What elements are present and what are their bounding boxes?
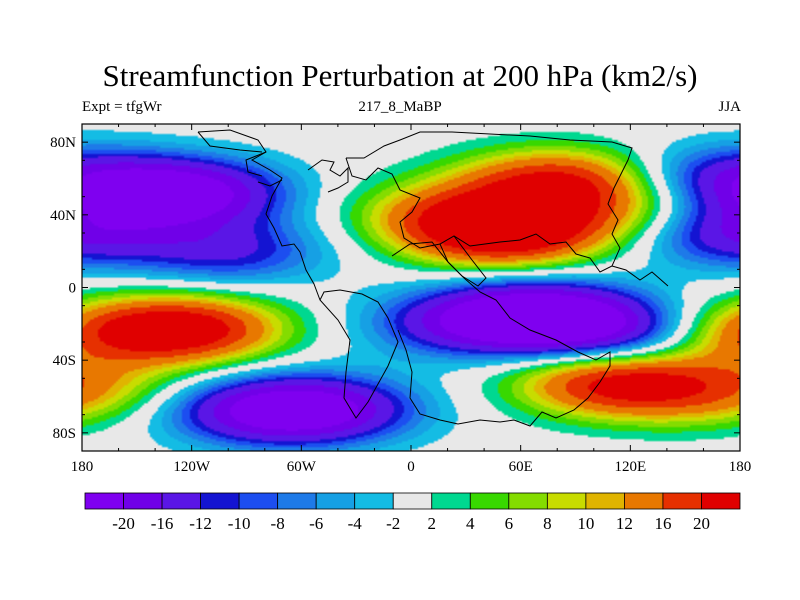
colorbar-label: -8 [271, 514, 285, 533]
coastline-greenland [307, 159, 349, 193]
contour-fill [82, 124, 740, 451]
coastlines [197, 129, 669, 427]
colorbar: -20 -16 -12 -10 -8 -6 -4 -2 2 4 6 8 10 12 16 20 [84, 492, 741, 533]
y-tick-label: 40N [50, 208, 76, 224]
colorbar-swatch [624, 492, 664, 510]
x-tick-label: 180 [729, 459, 752, 475]
x-axis: 180 120W 60W 0 60E 120E 180 [71, 124, 752, 475]
colorbar-swatch [508, 492, 548, 510]
y-axis: 80N 40N 0 40S 80S [50, 135, 740, 442]
x-tick-label: 0 [407, 459, 415, 475]
coastline-eurasia [345, 131, 633, 273]
colorbar-swatch [123, 492, 163, 510]
x-tick-label: 60W [287, 459, 317, 475]
colorbar-label: 12 [616, 514, 633, 533]
colorbar-label: -20 [112, 514, 135, 533]
colorbar-label: -6 [309, 514, 323, 533]
colorbar-label: -10 [228, 514, 251, 533]
colorbar-swatch [662, 492, 702, 510]
coastline-africa [391, 241, 611, 427]
colorbar-swatch [431, 492, 471, 510]
colorbar-label: 4 [466, 514, 475, 533]
colorbar-swatch [546, 492, 587, 510]
colorbar-swatch [161, 492, 201, 510]
colorbar-swatch [238, 492, 279, 510]
colorbar-swatch [277, 492, 317, 510]
y-tick-label: 40S [53, 353, 76, 369]
colorbar-label: 16 [654, 514, 671, 533]
colorbar-label: -4 [348, 514, 363, 533]
colorbar-label: -16 [151, 514, 174, 533]
case-label: 217_8_MaBP [358, 99, 442, 115]
chart-title: Streamfunction Perturbation at 200 hPa (… [102, 58, 698, 93]
x-tick-label: 120W [173, 459, 211, 475]
x-tick-label: 180 [71, 459, 94, 475]
y-tick-label: 80S [53, 426, 76, 442]
colorbar-label: 10 [577, 514, 594, 533]
coastline-australia [611, 265, 669, 287]
season-label: JJA [718, 99, 741, 115]
coastline-north-america-west [197, 131, 283, 187]
colorbar-label: 2 [428, 514, 437, 533]
x-tick-label: 60E [509, 459, 533, 475]
colorbar-label: 6 [505, 514, 514, 533]
y-tick-label: 80N [50, 135, 76, 151]
colorbar-swatch [354, 492, 394, 510]
colorbar-swatch [315, 492, 356, 510]
experiment-label: Expt = tfgWr [82, 99, 162, 115]
colorbar-swatch [200, 492, 240, 510]
colorbar-swatch [84, 492, 124, 510]
colorbar-swatch [701, 492, 741, 510]
colorbar-label: 8 [543, 514, 552, 533]
colorbar-swatch [469, 492, 510, 510]
colorbar-label: -2 [386, 514, 400, 533]
colorbar-swatch [392, 492, 433, 510]
colorbar-label: 20 [693, 514, 710, 533]
colorbar-label: -12 [189, 514, 212, 533]
streamfunction-field [82, 124, 740, 451]
coastline-americas [197, 129, 399, 419]
y-tick-label: 0 [69, 281, 77, 297]
colorbar-swatch [585, 492, 625, 510]
x-tick-label: 120E [614, 459, 646, 475]
